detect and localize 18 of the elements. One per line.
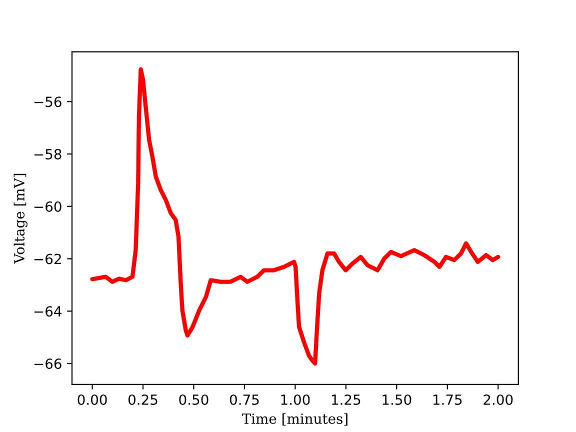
y-tick-label: −66 <box>34 358 62 369</box>
x-tick-label: 0.50 <box>179 394 208 405</box>
x-axis-title: Time [minutes] <box>242 413 348 426</box>
x-tick-label: 0.75 <box>230 394 259 405</box>
y-tick-label: −60 <box>34 201 62 212</box>
x-tick-label: 1.00 <box>281 394 310 405</box>
y-tick-label: −56 <box>34 96 62 108</box>
line-series <box>90 67 500 366</box>
y-axis-title: Voltage [mV] <box>14 174 28 264</box>
y-tick-label: −64 <box>34 306 62 317</box>
y-tick-label: −62 <box>34 254 61 264</box>
x-tick-label: 1.75 <box>433 394 462 405</box>
x-tick-label: 1.25 <box>332 394 360 405</box>
x-tick-label: 0.00 <box>78 394 107 405</box>
x-tick-label: 2.00 <box>484 394 513 405</box>
x-tick-label: 0.25 <box>128 394 158 405</box>
y-tick-label: −58 <box>34 148 62 160</box>
x-tick-label: 1.50 <box>382 394 412 405</box>
